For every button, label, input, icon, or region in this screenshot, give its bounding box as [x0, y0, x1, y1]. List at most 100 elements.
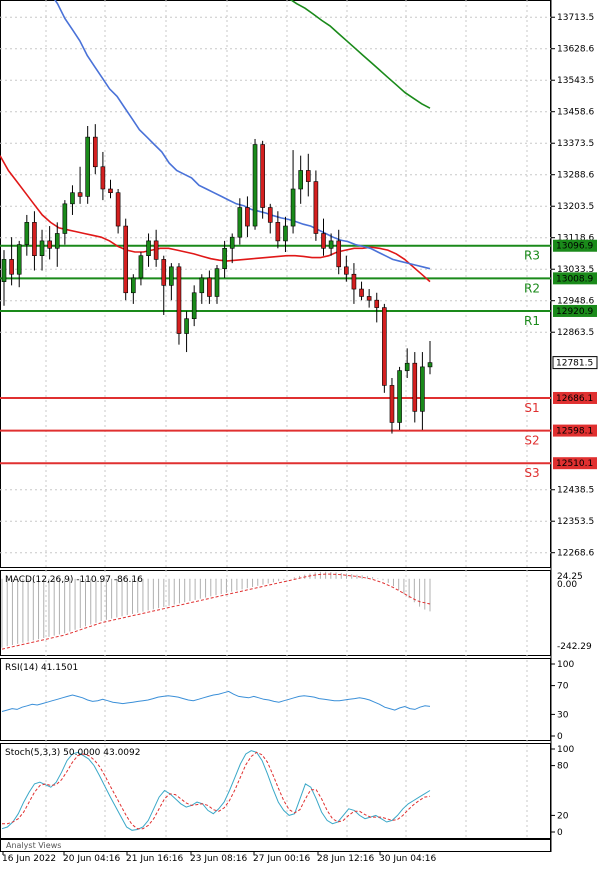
candle-bull — [237, 207, 243, 238]
level-price-label: 12920.9 — [556, 307, 593, 317]
price-tick-label: 13543.5 — [557, 76, 594, 86]
macd-tick-label: 0.00 — [557, 580, 577, 590]
stoch-d-line — [2, 751, 431, 830]
level-price-box — [553, 457, 597, 470]
price-tick-label: 13713.5 — [557, 13, 594, 23]
rsi-tick-label: 30 — [557, 710, 569, 720]
candle-bull — [214, 268, 220, 297]
price-tick-label: 12948.6 — [557, 297, 594, 307]
level-label-r1: R1 — [524, 314, 540, 328]
candle-bull — [191, 292, 197, 320]
rsi-label: RSI(14) 41.1501 — [5, 663, 78, 673]
candle-bull — [252, 144, 258, 227]
rsi-tick-label: 100 — [557, 660, 574, 670]
candle-bear — [115, 192, 121, 227]
level-price-box — [553, 424, 597, 437]
candle-bear — [77, 192, 83, 197]
level-label-s3: S3 — [524, 466, 539, 480]
analyst-views-label: Analyst Views — [6, 841, 61, 850]
level-price-box — [553, 391, 597, 404]
price-tick-label: 13288.6 — [557, 171, 594, 181]
candle-bull — [1, 259, 7, 282]
candle-bear — [267, 207, 273, 223]
candle-bull — [199, 277, 205, 294]
macd-tick-label: 24.25 — [557, 572, 583, 582]
candle-bear — [176, 266, 182, 334]
candle-bull — [169, 266, 174, 286]
candle-bear — [351, 273, 357, 290]
level-price-box — [553, 239, 597, 252]
candle-bear — [412, 362, 418, 412]
candle-bear — [305, 170, 311, 182]
candle-bear — [336, 240, 342, 268]
candle-bull — [70, 192, 75, 205]
level-label-s1: S1 — [524, 401, 539, 415]
candle-bear — [382, 307, 387, 386]
candle-bull — [39, 240, 45, 257]
analyst-panel-frame — [0, 839, 551, 852]
rsi-panel: RSI(14) 41.1501 100 70 30 0 — [1, 660, 574, 742]
price-tick-label: 12863.5 — [557, 328, 594, 338]
candle-bear — [366, 296, 372, 301]
candle-bull — [229, 236, 235, 249]
candle-bull — [404, 362, 410, 371]
candle-bear — [389, 385, 395, 423]
candlestick-series — [1, 124, 433, 434]
level-price-label: 12510.1 — [556, 459, 593, 469]
ma-red-line — [0, 155, 431, 283]
candle-bear — [92, 136, 98, 168]
price-tick-label: 12268.6 — [557, 549, 594, 559]
time-tick-label: 27 Jun 00:16 — [253, 854, 310, 864]
price-tick-label: 13458.6 — [557, 108, 594, 118]
candle-bull — [16, 244, 22, 275]
ma-green-line — [289, 0, 431, 109]
time-axis: 16 Jun 2022 20 Jun 04:16 21 Jun 16:16 23 Ju… — [2, 852, 436, 864]
price-tick-label: 12438.5 — [557, 486, 594, 496]
level-price-label: 13096.9 — [556, 242, 593, 252]
price-tick-label: 13033.5 — [557, 265, 594, 275]
level-price-label: 12686.1 — [556, 394, 593, 404]
main-panel-frame — [0, 0, 551, 568]
pivot-levels: R3 R2 R1 S1 S2 S3 — [0, 244, 551, 480]
analyst-views-strip: Analyst Views — [6, 841, 61, 850]
candle-bull — [184, 318, 189, 334]
chart-grid — [0, 0, 551, 838]
candle-bull — [131, 277, 136, 294]
candle-bull — [85, 136, 90, 197]
candle-bull — [222, 247, 227, 269]
candle-bear — [207, 277, 212, 297]
level-label-r2: R2 — [524, 281, 540, 295]
candle-bull — [54, 233, 60, 249]
candle-bear — [123, 225, 129, 294]
rsi-tick-label: 70 — [557, 682, 569, 692]
level-label-s2: S2 — [524, 434, 539, 448]
level-price-box — [553, 272, 597, 285]
price-tick-label: 13373.5 — [557, 139, 594, 149]
candle-bear — [161, 259, 167, 286]
stoch-tick-label: 0 — [557, 828, 563, 838]
rsi-line — [1, 690, 431, 712]
stoch-label: Stoch(5,3,3) 50.0000 43.0092 — [5, 748, 140, 758]
candle-bear — [245, 207, 250, 227]
candle-bull — [420, 366, 425, 412]
level-price-label: 13008.9 — [556, 274, 593, 284]
time-tick-label: 28 Jun 12:16 — [317, 854, 374, 864]
candle-bear — [9, 259, 14, 275]
candle-bear — [47, 240, 52, 249]
candle-bear — [359, 288, 364, 297]
candle-bear — [313, 181, 319, 234]
price-tick-label: 12353.5 — [557, 517, 594, 527]
candle-bull — [397, 370, 402, 423]
candle-bull — [290, 188, 296, 227]
time-tick-label: 16 Jun 2022 — [2, 854, 56, 864]
candle-bull — [283, 225, 288, 242]
candle-bull — [24, 222, 30, 245]
rsi-tick-label: 0 — [557, 732, 563, 742]
candle-bear — [100, 166, 106, 190]
candle-bull — [427, 362, 433, 368]
current-price-box — [552, 356, 598, 370]
candle-bear — [153, 240, 159, 260]
stoch-tick-label: 20 — [557, 811, 569, 821]
candle-bear — [275, 222, 281, 242]
